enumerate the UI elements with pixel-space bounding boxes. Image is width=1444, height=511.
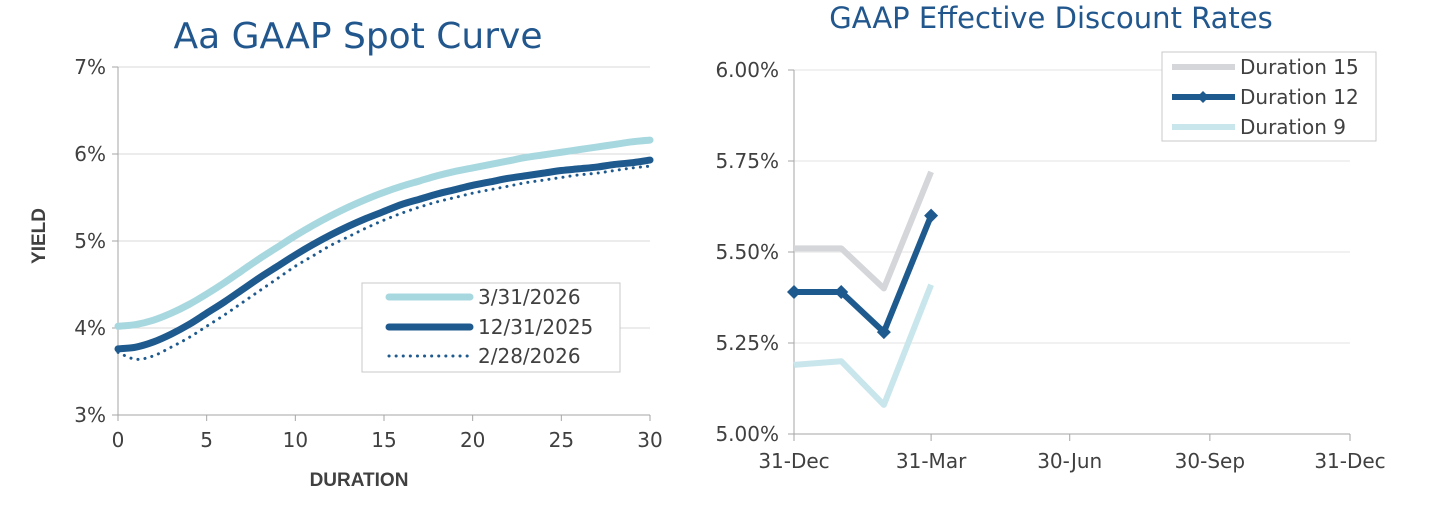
y-tick-label-5-25: 5.25%	[715, 331, 779, 355]
data-point-duration-12-2	[876, 325, 891, 340]
series-line-2-28-2026	[116, 164, 652, 361]
legend-marker-duration-12	[1197, 91, 1209, 103]
series-line-duration-15	[794, 170, 934, 292]
legend-label-duration-12: Duration 12	[1240, 85, 1359, 109]
spot-curve-chart: Aa GAAP Spot Curve 3% 4% 5% 6% 7% 0 5 10 15 20 25…	[29, 16, 663, 491]
series-line-3-31-2026	[114, 136, 654, 330]
legend-label-3-31-2026: 3/31/2026	[478, 285, 581, 309]
y-tick-label-7: 7%	[74, 55, 106, 79]
y-tick-label-5-75: 5.75%	[715, 149, 779, 173]
y-tick-label-3: 3%	[74, 403, 106, 427]
y-tick-label-5-00: 5.00%	[715, 422, 779, 446]
y-tick-label-5: 5%	[74, 229, 106, 253]
data-point-duration-12-1	[834, 285, 849, 300]
discount-rates-legend: Duration 15 Duration 12 Duration 9	[1161, 51, 1377, 142]
discount-rates-chart: GAAP Effective Discount Rates 5.00% 5.25%…	[715, 1, 1385, 473]
legend-label-duration-15: Duration 15	[1240, 55, 1359, 79]
series-line-duration-12	[794, 214, 934, 336]
legend-label-2-28-2026: 2/28/2026	[478, 344, 581, 368]
x-tick-label-0: 0	[112, 428, 125, 452]
spot-curve-y-axis-label: YIELD	[29, 208, 50, 264]
x-tick-label-31-dec-4: 31-Dec	[1314, 449, 1385, 473]
spot-curve-series	[114, 136, 654, 361]
y-tick-label-5-50: 5.50%	[715, 240, 779, 264]
y-tick-label-6-00: 6.00%	[715, 58, 779, 82]
x-tick-label-31-mar-1: 31-Mar	[896, 449, 967, 473]
y-tick-label-4: 4%	[74, 316, 106, 340]
y-tick-label-6: 6%	[74, 142, 106, 166]
spot-curve-x-ticks: 0 5 10 15 20 25 30	[112, 415, 663, 452]
x-tick-label-10: 10	[283, 428, 308, 452]
discount-rates-y-ticks: 5.00% 5.25% 5.50% 5.75% 6.00%	[715, 58, 794, 446]
x-tick-label-25: 25	[549, 428, 574, 452]
discount-rates-title: GAAP Effective Discount Rates	[829, 1, 1273, 35]
x-tick-label-15: 15	[371, 428, 396, 452]
spot-curve-title: Aa GAAP Spot Curve	[174, 16, 543, 57]
data-point-duration-12-0	[787, 285, 801, 300]
spot-curve-legend: 3/31/2026 12/31/2025 2/28/2026	[361, 282, 621, 373]
spot-curve-y-ticks: 3% 4% 5% 6% 7%	[74, 55, 118, 427]
x-tick-label-20: 20	[460, 428, 485, 452]
discount-rates-x-ticks: 31-Dec 31-Mar 30-Jun 30-Sep 31-Dec	[758, 434, 1386, 473]
legend-label-12-31-2025: 12/31/2025	[478, 315, 593, 339]
discount-rates-series	[787, 170, 939, 408]
legend-label-duration-9: Duration 9	[1240, 115, 1346, 139]
x-tick-label-31-dec-0: 31-Dec	[758, 449, 829, 473]
x-tick-label-30-jun-2: 30-Jun	[1037, 449, 1102, 473]
spot-curve-x-axis-label: DURATION	[310, 470, 409, 491]
x-tick-label-5: 5	[200, 428, 213, 452]
x-tick-label-30-sep-3: 30-Sep	[1175, 449, 1245, 473]
series-line-duration-9	[793, 283, 934, 408]
x-tick-label-30: 30	[637, 428, 662, 452]
series-line-12-31-2025	[114, 156, 654, 353]
data-point-duration-12-3	[924, 208, 939, 223]
